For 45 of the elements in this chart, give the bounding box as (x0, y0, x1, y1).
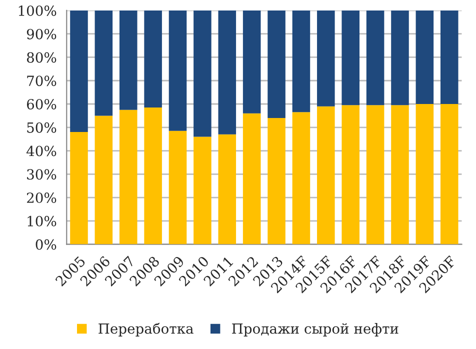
bar (391, 105, 409, 244)
bar (268, 118, 286, 244)
bar (416, 10, 434, 104)
bar (119, 110, 138, 244)
y-tick-label: 40% (26, 146, 56, 156)
bar (416, 104, 434, 244)
bar (94, 10, 113, 116)
bar (366, 10, 384, 106)
y-tick-label: 90% (26, 28, 56, 40)
bar (144, 10, 162, 108)
bar (168, 10, 187, 131)
y-tick-label: 80% (26, 52, 56, 63)
bar (342, 10, 360, 106)
bar (70, 132, 88, 244)
bar (94, 116, 113, 244)
legend-label: Продажи сырой нефти (232, 323, 398, 336)
bar (218, 134, 236, 244)
y-tick-label: 50% (27, 122, 56, 133)
bar (144, 108, 162, 244)
bar (119, 10, 138, 110)
bar (292, 10, 310, 112)
y-tick-label: 100% (18, 5, 56, 16)
bar (268, 10, 286, 118)
bar (440, 10, 458, 104)
bar (242, 113, 261, 244)
bar (194, 136, 212, 244)
bar (218, 10, 236, 134)
bar (391, 10, 409, 106)
bar (440, 104, 458, 244)
bar (366, 105, 384, 244)
bar (342, 105, 360, 244)
bar (317, 10, 335, 106)
bar (317, 106, 335, 244)
bar (242, 10, 261, 114)
legend-label: Переработка (98, 322, 194, 336)
y-tick-label: 0% (36, 239, 56, 250)
y-tick-label: 30% (27, 169, 56, 180)
y-tick-label: 10% (28, 216, 56, 226)
y-tick-label: 20% (26, 192, 56, 204)
bar (70, 10, 88, 132)
bar (168, 130, 187, 244)
bar (194, 10, 212, 137)
y-tick-label: 70% (27, 76, 56, 86)
y-tick-label: 60% (26, 98, 56, 110)
bar (292, 112, 310, 244)
